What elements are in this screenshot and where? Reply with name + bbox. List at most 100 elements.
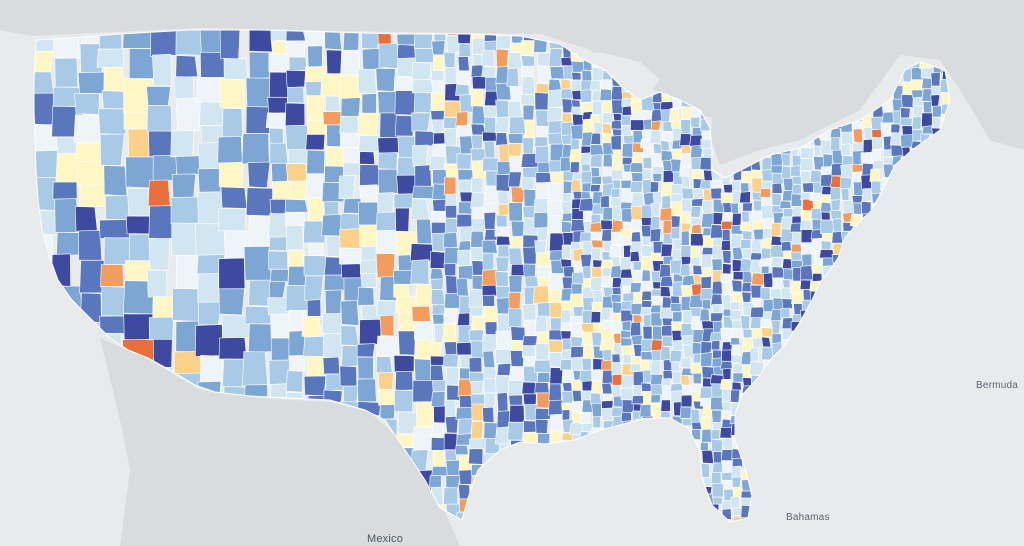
county[interactable] bbox=[831, 230, 843, 244]
county[interactable] bbox=[98, 108, 132, 135]
county[interactable] bbox=[321, 313, 344, 335]
county[interactable] bbox=[430, 289, 446, 306]
county[interactable] bbox=[830, 137, 841, 151]
county[interactable] bbox=[581, 191, 591, 200]
county[interactable] bbox=[832, 218, 843, 233]
county[interactable] bbox=[147, 179, 171, 207]
county[interactable] bbox=[471, 75, 488, 90]
county[interactable] bbox=[445, 459, 462, 476]
county[interactable] bbox=[800, 210, 812, 221]
county[interactable] bbox=[602, 122, 612, 135]
county[interactable] bbox=[589, 154, 603, 168]
county[interactable] bbox=[456, 213, 474, 228]
county[interactable] bbox=[455, 83, 470, 96]
county[interactable] bbox=[692, 274, 702, 286]
county[interactable] bbox=[496, 362, 512, 376]
county[interactable] bbox=[651, 295, 665, 306]
county[interactable] bbox=[431, 40, 446, 56]
county[interactable] bbox=[750, 239, 762, 254]
county[interactable] bbox=[170, 196, 200, 225]
county[interactable] bbox=[218, 208, 247, 232]
county[interactable] bbox=[534, 407, 552, 421]
county[interactable] bbox=[742, 202, 753, 212]
county[interactable] bbox=[218, 79, 246, 109]
county[interactable] bbox=[548, 383, 562, 401]
county[interactable] bbox=[288, 56, 308, 72]
county[interactable] bbox=[749, 306, 765, 319]
county[interactable] bbox=[760, 196, 773, 207]
county[interactable] bbox=[497, 244, 510, 258]
county[interactable] bbox=[900, 94, 915, 108]
county[interactable] bbox=[830, 199, 841, 212]
county[interactable] bbox=[731, 465, 742, 478]
county[interactable] bbox=[752, 297, 761, 308]
county[interactable] bbox=[217, 136, 243, 164]
county[interactable] bbox=[521, 345, 537, 358]
county[interactable] bbox=[569, 241, 581, 250]
county[interactable] bbox=[690, 217, 703, 226]
county[interactable] bbox=[731, 212, 742, 227]
county[interactable] bbox=[669, 349, 682, 363]
county[interactable] bbox=[547, 78, 562, 92]
county[interactable] bbox=[508, 365, 524, 381]
county[interactable] bbox=[680, 152, 693, 168]
county[interactable] bbox=[430, 278, 444, 290]
county[interactable] bbox=[710, 312, 724, 323]
county[interactable] bbox=[771, 320, 781, 335]
county[interactable] bbox=[741, 170, 753, 184]
county[interactable] bbox=[522, 137, 534, 155]
county[interactable] bbox=[639, 404, 652, 418]
county[interactable] bbox=[620, 114, 632, 126]
county[interactable] bbox=[691, 421, 703, 430]
county[interactable] bbox=[340, 263, 362, 279]
county[interactable] bbox=[871, 128, 883, 139]
county[interactable] bbox=[287, 86, 305, 104]
county[interactable] bbox=[339, 228, 363, 249]
county[interactable] bbox=[443, 127, 458, 147]
county[interactable] bbox=[152, 338, 173, 368]
county[interactable] bbox=[457, 378, 473, 397]
county[interactable] bbox=[642, 325, 653, 340]
county[interactable] bbox=[712, 496, 723, 505]
county[interactable] bbox=[268, 250, 289, 270]
county[interactable] bbox=[889, 132, 902, 146]
county[interactable] bbox=[482, 350, 496, 369]
county[interactable] bbox=[470, 393, 486, 405]
county[interactable] bbox=[444, 67, 457, 85]
county[interactable] bbox=[508, 201, 523, 222]
county[interactable] bbox=[416, 218, 433, 245]
county[interactable] bbox=[589, 184, 601, 192]
county[interactable] bbox=[679, 406, 693, 419]
county[interactable] bbox=[619, 268, 633, 279]
county[interactable] bbox=[631, 152, 643, 163]
county[interactable] bbox=[223, 230, 248, 260]
county[interactable] bbox=[652, 191, 663, 205]
county[interactable] bbox=[899, 117, 913, 127]
county[interactable] bbox=[739, 191, 751, 204]
county[interactable] bbox=[484, 116, 497, 134]
county[interactable] bbox=[457, 249, 471, 267]
county[interactable] bbox=[570, 400, 585, 412]
county[interactable] bbox=[631, 191, 644, 207]
county[interactable] bbox=[444, 217, 458, 235]
county[interactable] bbox=[730, 344, 741, 356]
county[interactable] bbox=[722, 367, 732, 380]
county[interactable] bbox=[443, 51, 456, 68]
county[interactable] bbox=[377, 91, 398, 114]
county[interactable] bbox=[761, 156, 773, 171]
county[interactable] bbox=[620, 309, 634, 323]
county[interactable] bbox=[481, 50, 495, 67]
county[interactable] bbox=[760, 180, 773, 190]
county[interactable] bbox=[430, 391, 446, 407]
county[interactable] bbox=[652, 325, 663, 341]
county[interactable] bbox=[643, 313, 652, 327]
county[interactable] bbox=[640, 351, 654, 361]
county[interactable] bbox=[731, 381, 742, 391]
county[interactable] bbox=[791, 231, 802, 245]
county[interactable] bbox=[779, 200, 792, 209]
county[interactable] bbox=[535, 145, 550, 163]
county[interactable] bbox=[680, 375, 690, 386]
county[interactable] bbox=[482, 294, 495, 307]
county[interactable] bbox=[175, 55, 198, 78]
